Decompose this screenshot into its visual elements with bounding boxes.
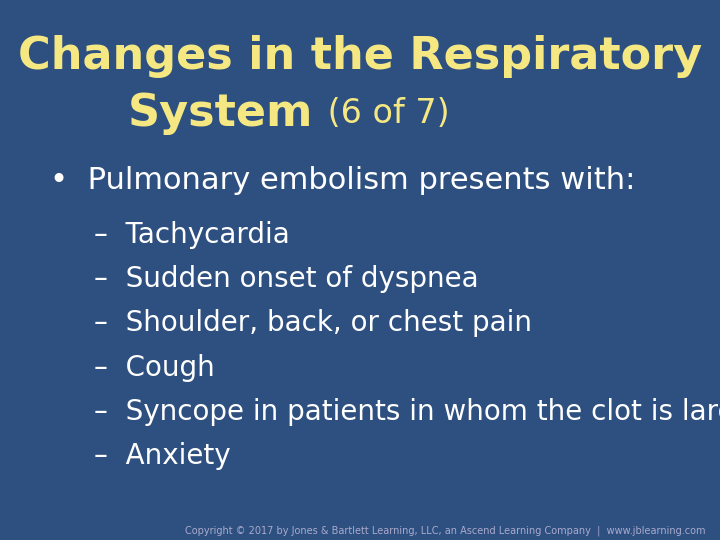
Text: –  Tachycardia: – Tachycardia — [94, 221, 289, 249]
Text: –  Anxiety: – Anxiety — [94, 442, 230, 470]
Text: (6 of 7): (6 of 7) — [317, 97, 449, 130]
Text: –  Cough: – Cough — [94, 354, 215, 382]
Text: –  Syncope in patients in whom the clot is larger: – Syncope in patients in whom the clot i… — [94, 398, 720, 426]
Text: Copyright © 2017 by Jones & Bartlett Learning, LLC, an Ascend Learning Company  : Copyright © 2017 by Jones & Bartlett Lea… — [185, 525, 706, 536]
Text: System: System — [128, 92, 313, 135]
Text: •  Pulmonary embolism presents with:: • Pulmonary embolism presents with: — [50, 166, 636, 195]
Text: –  Shoulder, back, or chest pain: – Shoulder, back, or chest pain — [94, 309, 531, 338]
Text: –  Sudden onset of dyspnea: – Sudden onset of dyspnea — [94, 265, 478, 293]
Text: Changes in the Respiratory: Changes in the Respiratory — [18, 35, 702, 78]
